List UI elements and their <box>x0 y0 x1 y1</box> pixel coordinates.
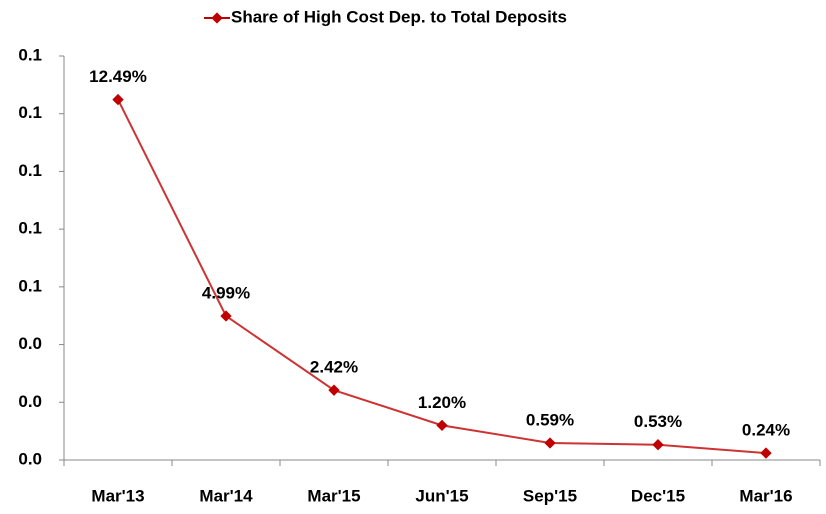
x-tick-label: Mar'13 <box>91 486 144 505</box>
x-tick-label: Mar'16 <box>739 486 792 505</box>
data-label: 12.49% <box>89 67 147 86</box>
marker <box>760 447 772 459</box>
x-tick-label: Sep'15 <box>523 486 577 505</box>
marker <box>436 419 448 432</box>
marker <box>220 310 232 322</box>
marker <box>544 437 556 449</box>
data-label: 0.24% <box>742 421 790 440</box>
x-tick-label: Mar'14 <box>199 486 253 505</box>
x-tick-label: Mar'15 <box>307 486 360 505</box>
data-label: 2.42% <box>310 358 358 377</box>
y-tick-label: 0.1 <box>18 276 42 295</box>
data-label: 4.99% <box>202 283 250 302</box>
x-tick-label: Dec'15 <box>631 486 685 505</box>
x-tick-label: Jun'15 <box>415 486 468 505</box>
marker <box>112 93 124 106</box>
y-tick-label: 0.1 <box>18 219 42 238</box>
data-label: 0.59% <box>526 410 574 429</box>
legend-marker <box>211 12 223 24</box>
marker <box>328 384 340 396</box>
y-tick-label: 0.0 <box>18 392 42 411</box>
y-tick-label: 0.1 <box>18 103 42 122</box>
data-label: 1.20% <box>418 393 466 412</box>
marker <box>652 439 664 451</box>
legend-label: Share of High Cost Dep. to Total Deposit… <box>231 7 567 26</box>
y-tick-label: 0.0 <box>18 334 42 353</box>
y-tick-label: 0.1 <box>18 161 42 180</box>
y-tick-label: 0.1 <box>18 45 42 64</box>
data-label: 0.53% <box>634 412 682 431</box>
y-tick-label: 0.0 <box>18 449 42 468</box>
